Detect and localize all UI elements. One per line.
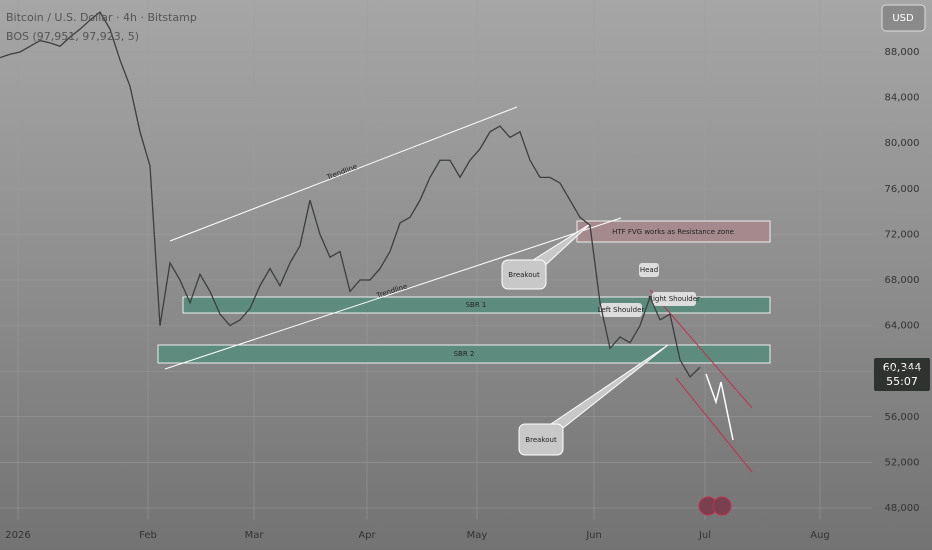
y-tick-label: 72,000 [885, 229, 920, 240]
x-tick-label: May [467, 530, 488, 541]
countdown: 55:07 [886, 375, 918, 388]
y-tick-label: 48,000 [885, 503, 920, 514]
y-tick-label: 76,000 [885, 184, 920, 195]
price-tag [874, 358, 930, 391]
x-tick-label: Aug [810, 530, 830, 541]
y-tick-label: 64,000 [885, 321, 920, 332]
currency-button[interactable] [881, 4, 926, 32]
plot [0, 11, 701, 378]
x-tick-label: 2026 [5, 530, 30, 541]
y-tick-label: 52,000 [885, 457, 920, 468]
channel-line [649, 289, 753, 409]
fvg-label: HTF FVG works as Resistance zone [612, 228, 734, 236]
callout-label: Breakout [525, 436, 557, 444]
callout-label: Breakout [508, 271, 540, 279]
label-box [639, 263, 659, 277]
label-box [652, 292, 696, 306]
grid [0, 0, 872, 520]
y-tick-label: 84,000 [885, 93, 920, 104]
y-tick-label: 56,000 [885, 412, 920, 423]
sbr2-zone [157, 344, 771, 364]
chart-title: Bitcoin / U.S. Dollar · 4h · Bitstamp [6, 11, 197, 24]
indicator-label: BOS (97,951, 97,923, 5) [6, 30, 139, 43]
y-tick-label: 80,000 [885, 138, 920, 149]
x-tick-label: Feb [139, 530, 157, 541]
channel-line [675, 377, 753, 473]
x-tick-label: Jul [698, 530, 711, 541]
sbr2-label: SBR 2 [454, 350, 475, 358]
x-tick-label: Jun [585, 530, 602, 541]
currency-label: USD [892, 13, 914, 24]
callout [518, 423, 564, 456]
x-tick-label: Apr [358, 530, 376, 541]
sbr1-label: SBR 1 [466, 301, 487, 309]
projection [705, 373, 734, 441]
left-shoulder-label: Left Shoulder [598, 306, 645, 314]
y-tick-label: 60,000 [885, 366, 920, 377]
trendline [169, 106, 518, 242]
x-tick-label: Mar [245, 530, 265, 541]
right-shoulder-label: Right Shoulder [648, 295, 700, 303]
price-tag-label: 60,344 [883, 361, 922, 374]
event-icon[interactable] [712, 496, 732, 516]
head-label: Head [640, 266, 658, 274]
price-line [0, 11, 701, 378]
y-tick-label: 88,000 [885, 47, 920, 58]
trendline [164, 217, 622, 370]
fvg-zone [576, 220, 771, 243]
callout [501, 259, 547, 290]
label-box [600, 303, 642, 317]
y-tick-label: 68,000 [885, 275, 920, 286]
